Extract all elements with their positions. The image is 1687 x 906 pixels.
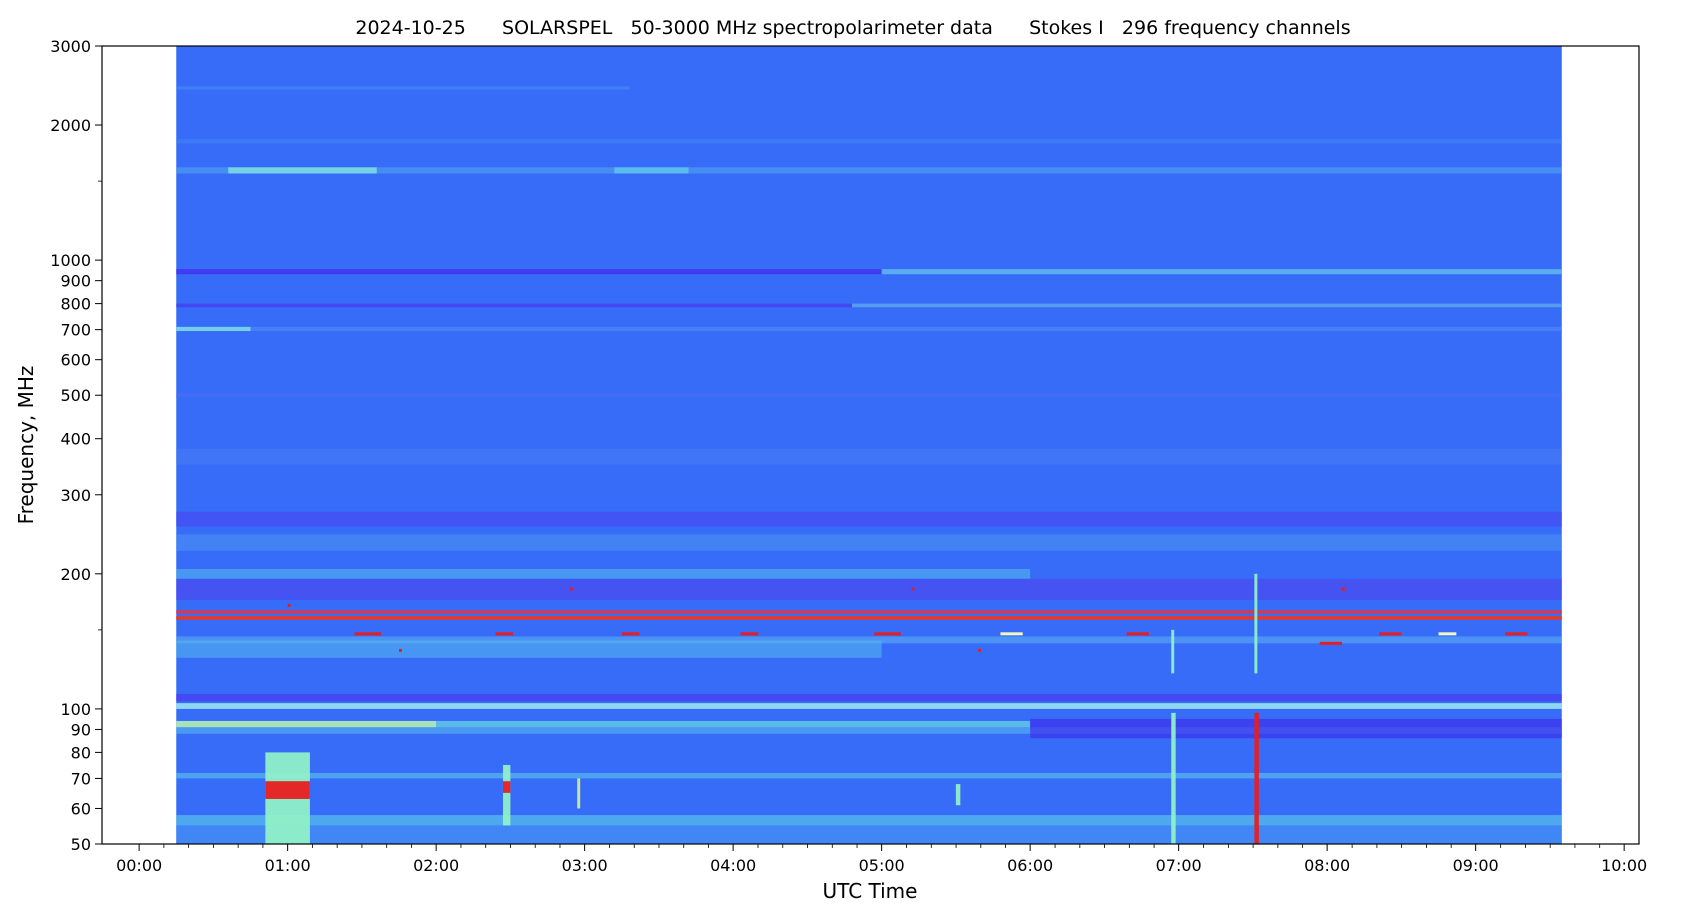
emission-band-17 bbox=[176, 610, 1562, 614]
y-tick-label: 3000 bbox=[50, 37, 91, 56]
radio-burst-9 bbox=[1254, 573, 1258, 674]
x-tick-label: 04:00 bbox=[710, 856, 756, 875]
emission-band-23 bbox=[176, 720, 437, 728]
interference-mark-4 bbox=[874, 632, 901, 636]
emission-band-21 bbox=[176, 693, 1562, 702]
plot-frame bbox=[101, 45, 1640, 845]
interference-mark-7 bbox=[1379, 632, 1402, 636]
y-tick-label: 1000 bbox=[50, 251, 91, 270]
y-tick-label: 800 bbox=[60, 295, 91, 314]
x-tick-label: 08:00 bbox=[1304, 856, 1350, 875]
interference-mark-10 bbox=[1319, 641, 1342, 645]
emission-band-22 bbox=[176, 703, 1562, 709]
interference-mark-9 bbox=[1505, 632, 1528, 636]
interference-mark-14 bbox=[1341, 587, 1345, 591]
interference-mark-0 bbox=[354, 632, 382, 636]
emission-band-20 bbox=[176, 640, 882, 658]
emission-band-14 bbox=[176, 534, 1562, 551]
interference-mark-16 bbox=[399, 648, 402, 652]
interference-mark-11 bbox=[287, 603, 291, 607]
emission-band-6 bbox=[881, 269, 1562, 275]
interference-mark-12 bbox=[569, 587, 573, 591]
emission-band-27 bbox=[176, 772, 1562, 779]
x-tick-label: 02:00 bbox=[413, 856, 459, 875]
y-tick-label: 900 bbox=[60, 272, 91, 291]
spectrogram-background bbox=[176, 46, 1562, 844]
emission-band-19 bbox=[176, 636, 1562, 644]
chart-title: 2024-10-25 SOLARSPEL 50-3000 MHz spectro… bbox=[355, 17, 1350, 39]
emission-band-10 bbox=[176, 326, 251, 332]
y-tick-label: 500 bbox=[60, 386, 91, 405]
interference-mark-8 bbox=[1438, 632, 1457, 636]
x-tick-label: 06:00 bbox=[1007, 856, 1053, 875]
radio-burst-3 bbox=[502, 781, 511, 793]
emission-band-16 bbox=[176, 568, 1031, 579]
y-tick-label: 70 bbox=[71, 769, 91, 788]
emission-band-1 bbox=[176, 167, 1562, 174]
emission-band-3 bbox=[614, 167, 689, 174]
spectrogram-layer bbox=[176, 46, 1562, 844]
radio-burst-1 bbox=[265, 781, 310, 799]
x-tick-label: 01:00 bbox=[265, 856, 311, 875]
interference-mark-1 bbox=[495, 632, 514, 636]
emission-band-8 bbox=[851, 303, 1562, 308]
emission-band-28 bbox=[176, 815, 1562, 826]
emission-band-26 bbox=[1030, 718, 1562, 739]
radio-burst-2 bbox=[502, 764, 511, 826]
radio-burst-5 bbox=[955, 784, 961, 806]
y-tick-label: 600 bbox=[60, 351, 91, 370]
interference-mark-15 bbox=[978, 648, 982, 652]
x-tick-label: 05:00 bbox=[859, 856, 905, 875]
x-tick-label: 09:00 bbox=[1453, 856, 1499, 875]
emission-band-25 bbox=[176, 727, 1562, 734]
y-tick-label: 200 bbox=[60, 565, 91, 584]
radio-burst-4 bbox=[577, 778, 581, 809]
emission-band-11 bbox=[176, 393, 1562, 398]
x-tick-label: 00:00 bbox=[116, 856, 162, 875]
x-tick-label: 07:00 bbox=[1156, 856, 1202, 875]
plot-area bbox=[101, 45, 1640, 845]
emission-band-29 bbox=[176, 825, 1562, 844]
y-tick-label: 80 bbox=[71, 743, 91, 762]
x-tick-label: 03:00 bbox=[562, 856, 608, 875]
x-axis-label: UTC Time bbox=[823, 879, 918, 903]
emission-band-9 bbox=[176, 326, 1562, 332]
y-tick-label: 300 bbox=[60, 486, 91, 505]
emission-band-2 bbox=[228, 167, 377, 174]
radio-burst-6 bbox=[1171, 712, 1176, 844]
emission-band-0 bbox=[176, 86, 630, 90]
emission-band-15 bbox=[176, 578, 1562, 600]
interference-mark-5 bbox=[1000, 632, 1023, 636]
y-tick-label: 50 bbox=[71, 835, 91, 854]
emission-band-24 bbox=[436, 720, 1031, 728]
y-tick-label: 2000 bbox=[50, 116, 91, 135]
y-tick-label: 700 bbox=[60, 321, 91, 340]
y-tick-label: 100 bbox=[60, 700, 91, 719]
interference-mark-13 bbox=[911, 587, 915, 591]
y-tick-label: 60 bbox=[71, 799, 91, 818]
interference-mark-3 bbox=[740, 632, 759, 636]
radio-burst-8 bbox=[1254, 712, 1259, 844]
x-axis: 00:00 01:00 02:00 03:00 04:00 05:00 06:00 07:00… bbox=[116, 844, 1647, 875]
x-tick-label: 10:00 bbox=[1601, 856, 1647, 875]
interference-mark-6 bbox=[1126, 632, 1149, 636]
radio-burst-7 bbox=[1171, 629, 1175, 674]
y-tick-label: 400 bbox=[60, 430, 91, 449]
y-tick-label: 90 bbox=[71, 720, 91, 739]
interference-mark-2 bbox=[621, 632, 640, 636]
emission-band-12 bbox=[176, 448, 1562, 465]
y-axis-label: Frequency, MHz bbox=[14, 366, 38, 525]
emission-band-18 bbox=[176, 616, 1562, 620]
emission-band-5 bbox=[176, 269, 1562, 275]
emission-band-13 bbox=[176, 511, 1562, 527]
emission-band-4 bbox=[176, 139, 1562, 144]
